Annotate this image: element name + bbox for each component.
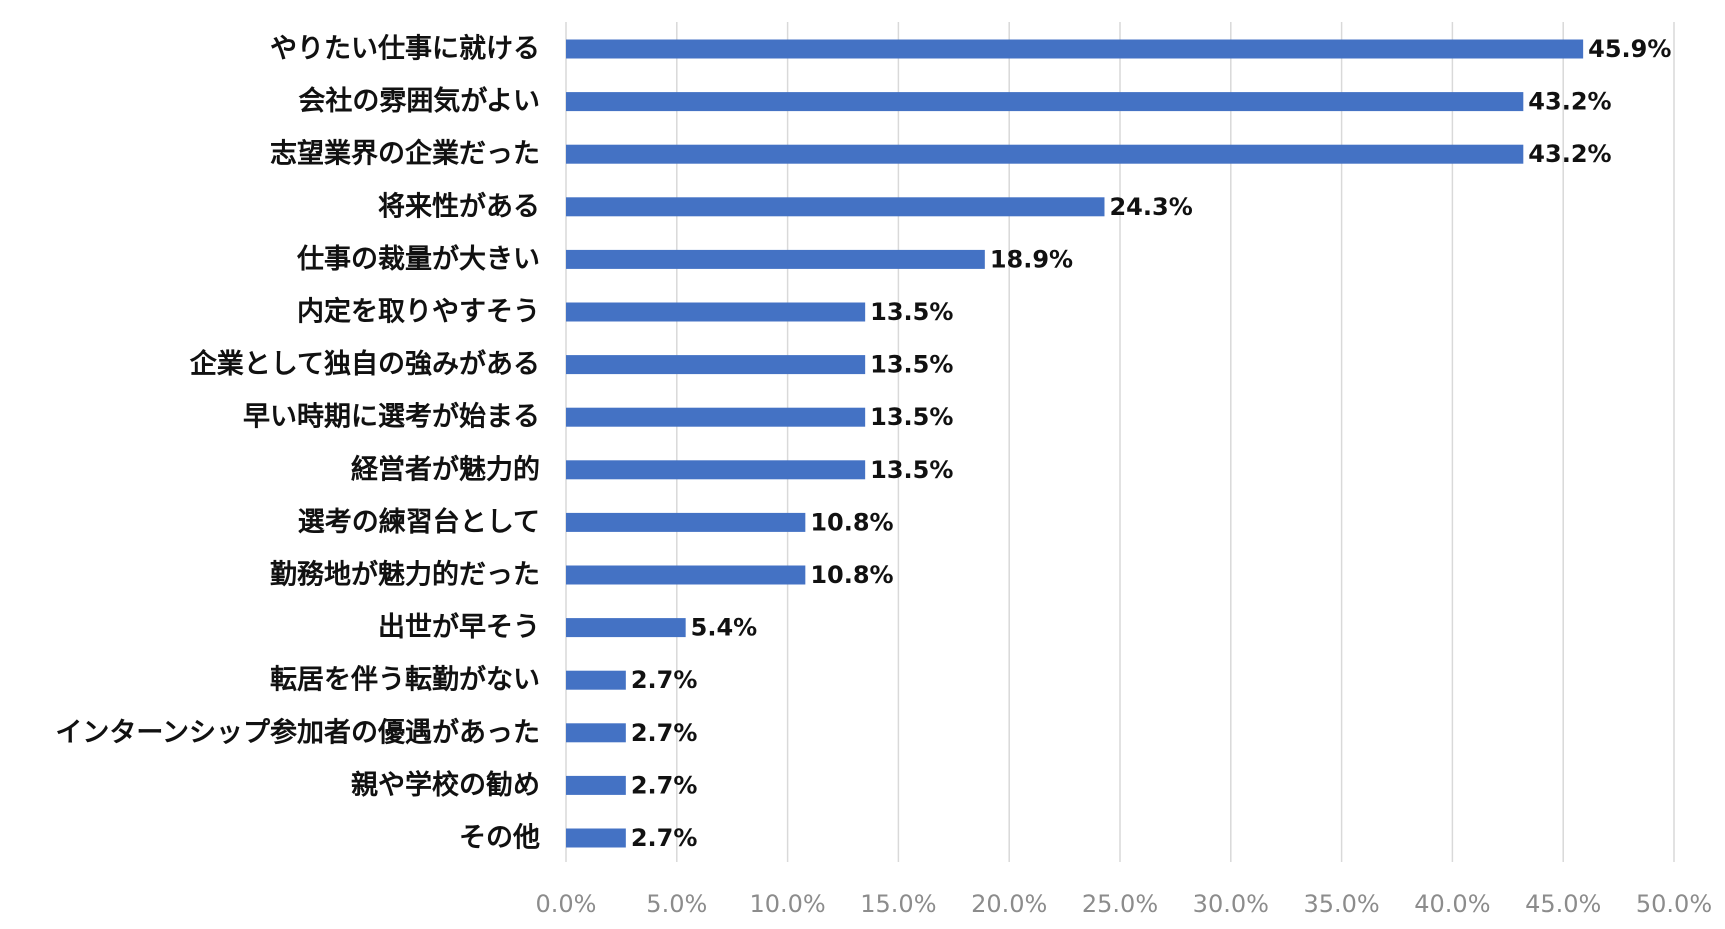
category-label: 親や学校の勧め (351, 769, 540, 801)
bar (566, 39, 1584, 59)
bar (566, 144, 1524, 164)
x-tick-label: 25.0% (1082, 890, 1158, 918)
data-label: 18.9% (990, 245, 1073, 273)
data-label: 45.9% (1588, 35, 1671, 63)
x-axis-tick-labels: 0.0% 5.0% 10.0% 15.0% 20.0% 25.0% 30.0% 35.0% 40… (536, 890, 1713, 918)
data-label: 5.4% (691, 614, 758, 642)
category-label: 出世が早そう (378, 611, 540, 643)
x-tick-label: 30.0% (1193, 890, 1269, 918)
data-label: 2.7% (631, 666, 698, 694)
bar (566, 723, 626, 743)
category-label: インターンシップ参加者の優遇があった (55, 716, 540, 748)
data-label: 2.7% (631, 771, 698, 799)
x-tick-label: 45.0% (1525, 890, 1601, 918)
data-label: 10.8% (810, 561, 893, 589)
x-tick-label: 50.0% (1636, 890, 1712, 918)
category-label: 会社の雰囲気がよい (298, 85, 540, 117)
bar (566, 618, 686, 638)
category-label: やりたい仕事に就ける (270, 34, 540, 65)
bars (566, 39, 1584, 848)
bar (566, 565, 806, 585)
category-label: 仕事の裁量が大きい (296, 243, 540, 275)
bar (566, 302, 866, 322)
bar (566, 197, 1105, 217)
category-label: 志望業界の企業だった (270, 138, 540, 170)
bar (566, 828, 626, 848)
x-tick-label: 40.0% (1414, 890, 1490, 918)
data-label: 10.8% (810, 508, 893, 536)
x-tick-label: 0.0% (536, 890, 597, 918)
category-label: 選考の練習台として (298, 506, 540, 538)
category-label: 転居を伴う転勤がない (270, 664, 540, 696)
bar (566, 775, 626, 795)
value-labels: 45.9% 43.2% 43.2% 24.3% 18.9% 13.5% 13.5% 13.5%… (631, 35, 1672, 852)
x-tick-label: 15.0% (860, 890, 936, 918)
category-labels: やりたい仕事に就ける会社の雰囲気がよい志望業界の企業だった将来性がある仕事の裁量… (55, 34, 540, 854)
bar (566, 249, 985, 269)
category-label: その他 (459, 823, 540, 854)
category-label: 勤務地が魅力的だった (270, 559, 540, 591)
data-label: 2.7% (631, 824, 698, 852)
x-tick-label: 35.0% (1303, 890, 1379, 918)
category-label: 企業として独自の強みがある (190, 348, 540, 380)
bar (566, 407, 866, 427)
data-label: 13.5% (870, 456, 953, 484)
data-label: 43.2% (1528, 88, 1611, 116)
x-tick-label: 20.0% (971, 890, 1047, 918)
data-label: 24.3% (1109, 193, 1192, 221)
data-label: 13.5% (870, 403, 953, 431)
data-label: 43.2% (1528, 140, 1611, 168)
bar (566, 512, 806, 532)
category-label: 内定を取りやすそう (297, 296, 540, 328)
x-tick-label: 10.0% (749, 890, 825, 918)
bar (566, 670, 626, 690)
data-label: 13.5% (870, 351, 953, 379)
category-label: 早い時期に選考が始まる (243, 401, 540, 433)
category-label: 将来性がある (378, 190, 540, 222)
data-label: 2.7% (631, 719, 698, 747)
bar (566, 92, 1524, 112)
category-label: 経営者が魅力的 (351, 453, 540, 485)
x-tick-label: 5.0% (646, 890, 707, 918)
bar (566, 460, 866, 480)
data-label: 13.5% (870, 298, 953, 326)
bar (566, 355, 866, 375)
